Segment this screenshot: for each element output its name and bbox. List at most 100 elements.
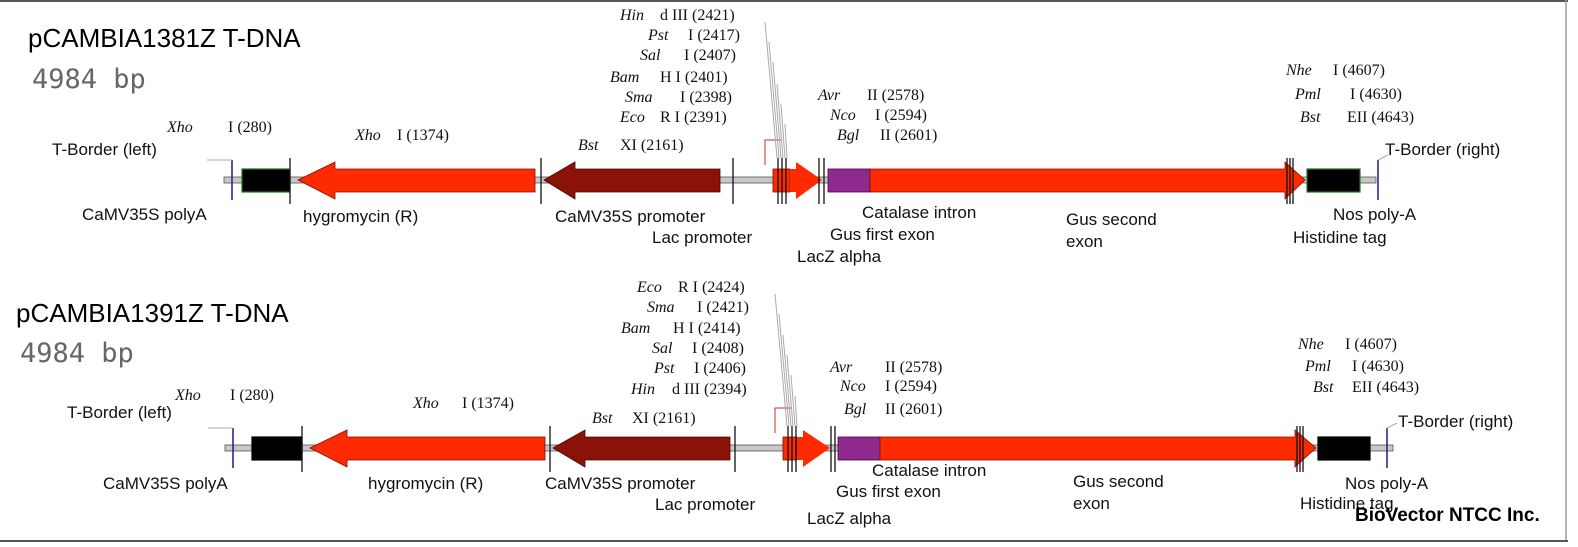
- enzyme-site-position: EII (4643): [1352, 379, 1419, 396]
- enzyme-name: Bam: [621, 320, 650, 337]
- enzyme-name: Hin: [619, 7, 644, 24]
- restriction-site-label: Bst EII (4643): [1300, 109, 1414, 126]
- enzyme-site-position: I (2398): [680, 89, 732, 106]
- enzyme-site-position: H I (2401): [660, 69, 728, 86]
- hygromycin-arrow: [297, 161, 536, 200]
- enzyme-name: Nhe: [1285, 62, 1312, 79]
- enzyme-name: Xho: [166, 119, 193, 136]
- restriction-site-label: Nhe I (4607): [1297, 336, 1397, 353]
- nos-polya-box: [1317, 436, 1371, 461]
- catalase-intron-box: [837, 436, 881, 461]
- enzyme-site-position: I (4607): [1333, 62, 1385, 79]
- mcs-site-pointer: [778, 313, 790, 427]
- lacz-alpha-arrow: [790, 162, 822, 199]
- restriction-site-label: Avr II (2578): [829, 359, 942, 376]
- enzyme-site-position: I (280): [228, 119, 272, 136]
- restriction-site-label: Xho I (280): [166, 119, 272, 136]
- enzyme-site-position: R I (2391): [660, 109, 727, 126]
- enzyme-name: Sal: [640, 47, 661, 64]
- enzyme-site-position: I (4607): [1345, 336, 1397, 353]
- restriction-site-label: Xho I (1374): [354, 127, 449, 144]
- feature-label-gus-second-1: Gus second: [1066, 210, 1157, 229]
- feature-label-gus-second-1: Gus second: [1073, 472, 1164, 491]
- enzyme-name: Xho: [412, 395, 439, 412]
- feature-label-lacz: LacZ alpha: [797, 247, 882, 266]
- t-dna-map-1: Hin d III (2421) Pst I (2417) Sal I (2407) Bam…: [52, 7, 1500, 266]
- enzyme-name: Hin: [630, 381, 655, 398]
- feature-label-gus-second-2: exon: [1066, 232, 1103, 251]
- feature-label-tborder-left: T-Border (left): [67, 403, 172, 422]
- enzyme-name: Bam: [610, 69, 639, 86]
- camv35s-polya-box: [241, 168, 291, 193]
- feature-label-tborder-right: T-Border (right): [1385, 140, 1500, 159]
- restriction-site-label: Nco I (2594): [829, 107, 927, 124]
- enzyme-name: Nco: [839, 378, 866, 395]
- restriction-site-label: Bst EII (4643): [1313, 379, 1419, 396]
- enzyme-site-position: R I (2424): [678, 279, 745, 296]
- restriction-site-label: Hin d III (2394): [630, 381, 747, 398]
- enzyme-name: Bst: [578, 137, 599, 154]
- nos-polya-box: [1306, 168, 1361, 193]
- hygromycin-arrow: [309, 429, 546, 468]
- lac-promoter-box: [782, 436, 798, 461]
- restriction-site-label: Sal I (2408): [652, 340, 744, 357]
- feature-label-gus-first: Gus first exon: [836, 482, 941, 501]
- feature-label-tborder-left: T-Border (left): [52, 140, 157, 159]
- restriction-site-label: Pml I (4630): [1304, 358, 1404, 375]
- biovector-watermark: BioVector NTCC Inc.: [1355, 505, 1540, 526]
- enzyme-site-position: I (4630): [1350, 86, 1402, 103]
- restriction-site-label: Nco I (2594): [839, 378, 937, 395]
- enzyme-name: Bst: [592, 410, 613, 427]
- enzyme-name: Avr: [829, 359, 853, 376]
- restriction-site-label: Pst I (2406): [653, 360, 746, 377]
- feature-label-his: Histidine tag: [1300, 494, 1394, 513]
- map-title: pCAMBIA1381Z T-DNA: [28, 23, 301, 53]
- catalase-intron-box: [827, 168, 871, 193]
- feature-label-hygromycin: hygromycin (R): [368, 474, 483, 493]
- feature-label-catalase: Catalase intron: [862, 203, 976, 222]
- mcs-site-pointer: [786, 354, 794, 427]
- gus-arrow: [869, 161, 1306, 200]
- feature-label-camv-polya: CaMV35S polyA: [103, 474, 228, 493]
- enzyme-name: Sma: [647, 299, 675, 316]
- enzyme-name: Bgl: [837, 127, 860, 144]
- enzyme-site-position: EII (4643): [1347, 109, 1414, 126]
- restriction-site-label: Xho I (280): [174, 387, 274, 404]
- enzyme-site-position: XI (2161): [620, 137, 684, 154]
- feature-label-camv-promoter: CaMV35S promoter: [545, 474, 696, 493]
- map-title: pCAMBIA1391Z T-DNA: [16, 298, 289, 328]
- enzyme-site-position: I (2417): [688, 27, 740, 44]
- enzyme-site-position: I (4630): [1352, 358, 1404, 375]
- enzyme-name: Bst: [1300, 109, 1321, 126]
- restriction-site-label: Xho I (1374): [412, 395, 514, 412]
- gus-arrow: [879, 429, 1317, 468]
- restriction-site-label: Pst I (2417): [647, 27, 740, 44]
- feature-label-nos: Nos poly-A: [1345, 474, 1429, 493]
- camv35s-polya-box: [251, 436, 303, 461]
- restriction-site-label: Bam H I (2414): [621, 320, 741, 337]
- enzyme-name: Bst: [1313, 379, 1334, 396]
- enzyme-site-position: d III (2421): [660, 7, 735, 24]
- mcs-site-pointer: [794, 395, 798, 427]
- enzyme-site-position: XI (2161): [632, 410, 696, 427]
- feature-label-gus-second-2: exon: [1073, 494, 1110, 513]
- camv35s-promoter-arrow: [552, 429, 731, 468]
- t-dna-map-2: Eco R I (2424)Sma I (2421)Bam H I (2414)Sal…: [67, 279, 1513, 528]
- enzyme-name: Pst: [653, 360, 675, 377]
- enzyme-name: Eco: [636, 279, 662, 296]
- mcs-site-pointer: [780, 103, 786, 159]
- enzyme-site-position: I (2407): [684, 47, 736, 64]
- restriction-site-label: Bam H I (2401): [610, 69, 728, 86]
- enzyme-site-position: II (2601): [880, 127, 937, 144]
- restriction-site-label: Bst XI (2161): [578, 137, 684, 154]
- feature-label-his: Histidine tag: [1293, 228, 1387, 247]
- feature-label-lac-promoter: Lac promoter: [655, 495, 755, 514]
- enzyme-name: Xho: [354, 127, 381, 144]
- map-size: 4984 bp: [32, 64, 146, 95]
- enzyme-name: Eco: [619, 109, 645, 126]
- enzyme-name: Avr: [817, 87, 841, 104]
- mcs-site-pointer: [776, 83, 784, 159]
- enzyme-site-position: I (2594): [875, 107, 927, 124]
- enzyme-name: Sma: [625, 89, 653, 106]
